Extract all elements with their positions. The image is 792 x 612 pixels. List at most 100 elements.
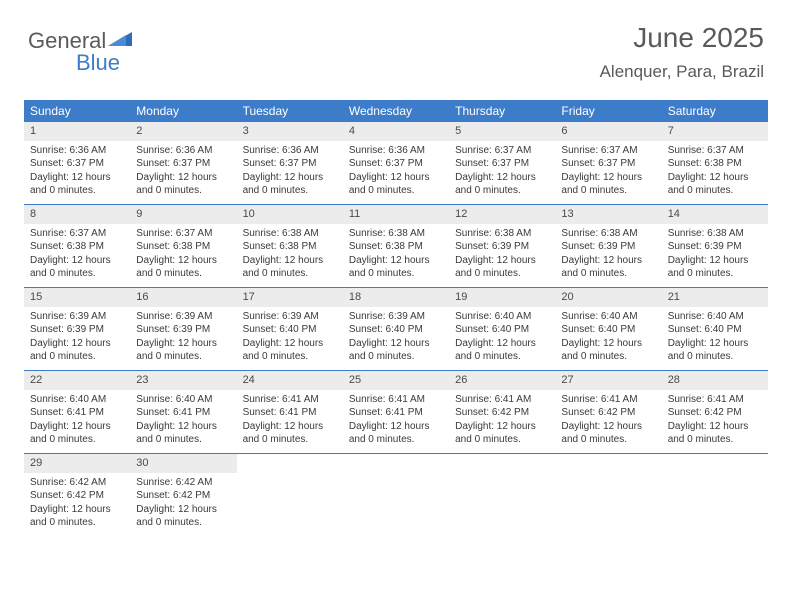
calendar-day-cell: 5Sunrise: 6:37 AMSunset: 6:37 PMDaylight… (449, 122, 555, 204)
day-body: Sunrise: 6:40 AMSunset: 6:41 PMDaylight:… (130, 390, 236, 451)
day-number: 27 (555, 371, 661, 390)
day-body: Sunrise: 6:41 AMSunset: 6:42 PMDaylight:… (662, 390, 768, 451)
calendar-header-cell: Tuesday (237, 100, 343, 122)
sunset-line: Sunset: 6:37 PM (30, 157, 124, 171)
daylight-line: Daylight: 12 hours and 0 minutes. (136, 420, 230, 447)
sunset-line: Sunset: 6:38 PM (243, 240, 337, 254)
sunset-line: Sunset: 6:41 PM (30, 406, 124, 420)
daylight-line: Daylight: 12 hours and 0 minutes. (455, 171, 549, 198)
calendar-day-cell: 24Sunrise: 6:41 AMSunset: 6:41 PMDayligh… (237, 371, 343, 453)
calendar: SundayMondayTuesdayWednesdayThursdayFrid… (24, 100, 768, 536)
calendar-header-cell: Friday (555, 100, 661, 122)
sunrise-line: Sunrise: 6:37 AM (668, 144, 762, 158)
daylight-line: Daylight: 12 hours and 0 minutes. (455, 337, 549, 364)
sunrise-line: Sunrise: 6:36 AM (30, 144, 124, 158)
sunset-line: Sunset: 6:37 PM (561, 157, 655, 171)
day-number: 5 (449, 122, 555, 141)
daylight-line: Daylight: 12 hours and 0 minutes. (30, 254, 124, 281)
sunrise-line: Sunrise: 6:37 AM (136, 227, 230, 241)
day-number: 9 (130, 205, 236, 224)
daylight-line: Daylight: 12 hours and 0 minutes. (455, 254, 549, 281)
sunrise-line: Sunrise: 6:40 AM (455, 310, 549, 324)
day-number: 18 (343, 288, 449, 307)
sunrise-line: Sunrise: 6:36 AM (349, 144, 443, 158)
calendar-day-cell: 26Sunrise: 6:41 AMSunset: 6:42 PMDayligh… (449, 371, 555, 453)
sunrise-line: Sunrise: 6:41 AM (243, 393, 337, 407)
daylight-line: Daylight: 12 hours and 0 minutes. (455, 420, 549, 447)
day-body: Sunrise: 6:40 AMSunset: 6:41 PMDaylight:… (24, 390, 130, 451)
sunset-line: Sunset: 6:38 PM (30, 240, 124, 254)
day-body: Sunrise: 6:41 AMSunset: 6:42 PMDaylight:… (449, 390, 555, 451)
sunrise-line: Sunrise: 6:39 AM (243, 310, 337, 324)
day-number: 29 (24, 454, 130, 473)
day-body: Sunrise: 6:37 AMSunset: 6:38 PMDaylight:… (662, 141, 768, 202)
day-number: 3 (237, 122, 343, 141)
day-body: Sunrise: 6:39 AMSunset: 6:40 PMDaylight:… (343, 307, 449, 368)
day-number: 30 (130, 454, 236, 473)
sunset-line: Sunset: 6:37 PM (349, 157, 443, 171)
sunset-line: Sunset: 6:42 PM (30, 489, 124, 503)
calendar-day-cell: 12Sunrise: 6:38 AMSunset: 6:39 PMDayligh… (449, 205, 555, 287)
day-body: Sunrise: 6:36 AMSunset: 6:37 PMDaylight:… (24, 141, 130, 202)
calendar-week-row: 15Sunrise: 6:39 AMSunset: 6:39 PMDayligh… (24, 287, 768, 370)
sunset-line: Sunset: 6:40 PM (561, 323, 655, 337)
daylight-line: Daylight: 12 hours and 0 minutes. (30, 420, 124, 447)
sunrise-line: Sunrise: 6:40 AM (30, 393, 124, 407)
calendar-week-row: 8Sunrise: 6:37 AMSunset: 6:38 PMDaylight… (24, 204, 768, 287)
calendar-day-cell: 1Sunrise: 6:36 AMSunset: 6:37 PMDaylight… (24, 122, 130, 204)
sunset-line: Sunset: 6:37 PM (243, 157, 337, 171)
daylight-line: Daylight: 12 hours and 0 minutes. (30, 171, 124, 198)
sunrise-line: Sunrise: 6:38 AM (561, 227, 655, 241)
day-body: Sunrise: 6:39 AMSunset: 6:40 PMDaylight:… (237, 307, 343, 368)
day-body: Sunrise: 6:37 AMSunset: 6:38 PMDaylight:… (130, 224, 236, 285)
day-body: Sunrise: 6:41 AMSunset: 6:42 PMDaylight:… (555, 390, 661, 451)
sunrise-line: Sunrise: 6:38 AM (668, 227, 762, 241)
calendar-day-cell: 9Sunrise: 6:37 AMSunset: 6:38 PMDaylight… (130, 205, 236, 287)
calendar-day-cell: 20Sunrise: 6:40 AMSunset: 6:40 PMDayligh… (555, 288, 661, 370)
day-body: Sunrise: 6:37 AMSunset: 6:37 PMDaylight:… (555, 141, 661, 202)
day-body: Sunrise: 6:37 AMSunset: 6:37 PMDaylight:… (449, 141, 555, 202)
daylight-line: Daylight: 12 hours and 0 minutes. (136, 337, 230, 364)
day-body: Sunrise: 6:41 AMSunset: 6:41 PMDaylight:… (343, 390, 449, 451)
sunset-line: Sunset: 6:41 PM (136, 406, 230, 420)
calendar-day-cell: 13Sunrise: 6:38 AMSunset: 6:39 PMDayligh… (555, 205, 661, 287)
day-body: Sunrise: 6:36 AMSunset: 6:37 PMDaylight:… (343, 141, 449, 202)
day-number: 26 (449, 371, 555, 390)
day-number: 14 (662, 205, 768, 224)
daylight-line: Daylight: 12 hours and 0 minutes. (668, 171, 762, 198)
logo: General Blue (28, 28, 134, 54)
daylight-line: Daylight: 12 hours and 0 minutes. (30, 503, 124, 530)
calendar-day-cell (555, 454, 661, 536)
sunset-line: Sunset: 6:42 PM (668, 406, 762, 420)
day-number: 20 (555, 288, 661, 307)
day-number: 24 (237, 371, 343, 390)
daylight-line: Daylight: 12 hours and 0 minutes. (668, 337, 762, 364)
calendar-day-cell: 21Sunrise: 6:40 AMSunset: 6:40 PMDayligh… (662, 288, 768, 370)
sunrise-line: Sunrise: 6:41 AM (668, 393, 762, 407)
sunrise-line: Sunrise: 6:39 AM (30, 310, 124, 324)
daylight-line: Daylight: 12 hours and 0 minutes. (349, 254, 443, 281)
sunset-line: Sunset: 6:39 PM (455, 240, 549, 254)
calendar-header-cell: Monday (130, 100, 236, 122)
day-number: 25 (343, 371, 449, 390)
day-body: Sunrise: 6:40 AMSunset: 6:40 PMDaylight:… (449, 307, 555, 368)
sunset-line: Sunset: 6:40 PM (243, 323, 337, 337)
sunrise-line: Sunrise: 6:39 AM (349, 310, 443, 324)
daylight-line: Daylight: 12 hours and 0 minutes. (243, 337, 337, 364)
page-title: June 2025 (633, 22, 764, 54)
sunset-line: Sunset: 6:40 PM (668, 323, 762, 337)
sunset-line: Sunset: 6:40 PM (349, 323, 443, 337)
calendar-day-cell: 2Sunrise: 6:36 AMSunset: 6:37 PMDaylight… (130, 122, 236, 204)
day-number: 11 (343, 205, 449, 224)
calendar-header-cell: Wednesday (343, 100, 449, 122)
calendar-day-cell: 11Sunrise: 6:38 AMSunset: 6:38 PMDayligh… (343, 205, 449, 287)
calendar-day-cell: 27Sunrise: 6:41 AMSunset: 6:42 PMDayligh… (555, 371, 661, 453)
sunrise-line: Sunrise: 6:41 AM (455, 393, 549, 407)
day-body: Sunrise: 6:39 AMSunset: 6:39 PMDaylight:… (130, 307, 236, 368)
calendar-day-cell: 15Sunrise: 6:39 AMSunset: 6:39 PMDayligh… (24, 288, 130, 370)
calendar-day-cell: 6Sunrise: 6:37 AMSunset: 6:37 PMDaylight… (555, 122, 661, 204)
day-body: Sunrise: 6:36 AMSunset: 6:37 PMDaylight:… (130, 141, 236, 202)
day-number: 19 (449, 288, 555, 307)
day-body: Sunrise: 6:42 AMSunset: 6:42 PMDaylight:… (24, 473, 130, 534)
sunset-line: Sunset: 6:42 PM (561, 406, 655, 420)
